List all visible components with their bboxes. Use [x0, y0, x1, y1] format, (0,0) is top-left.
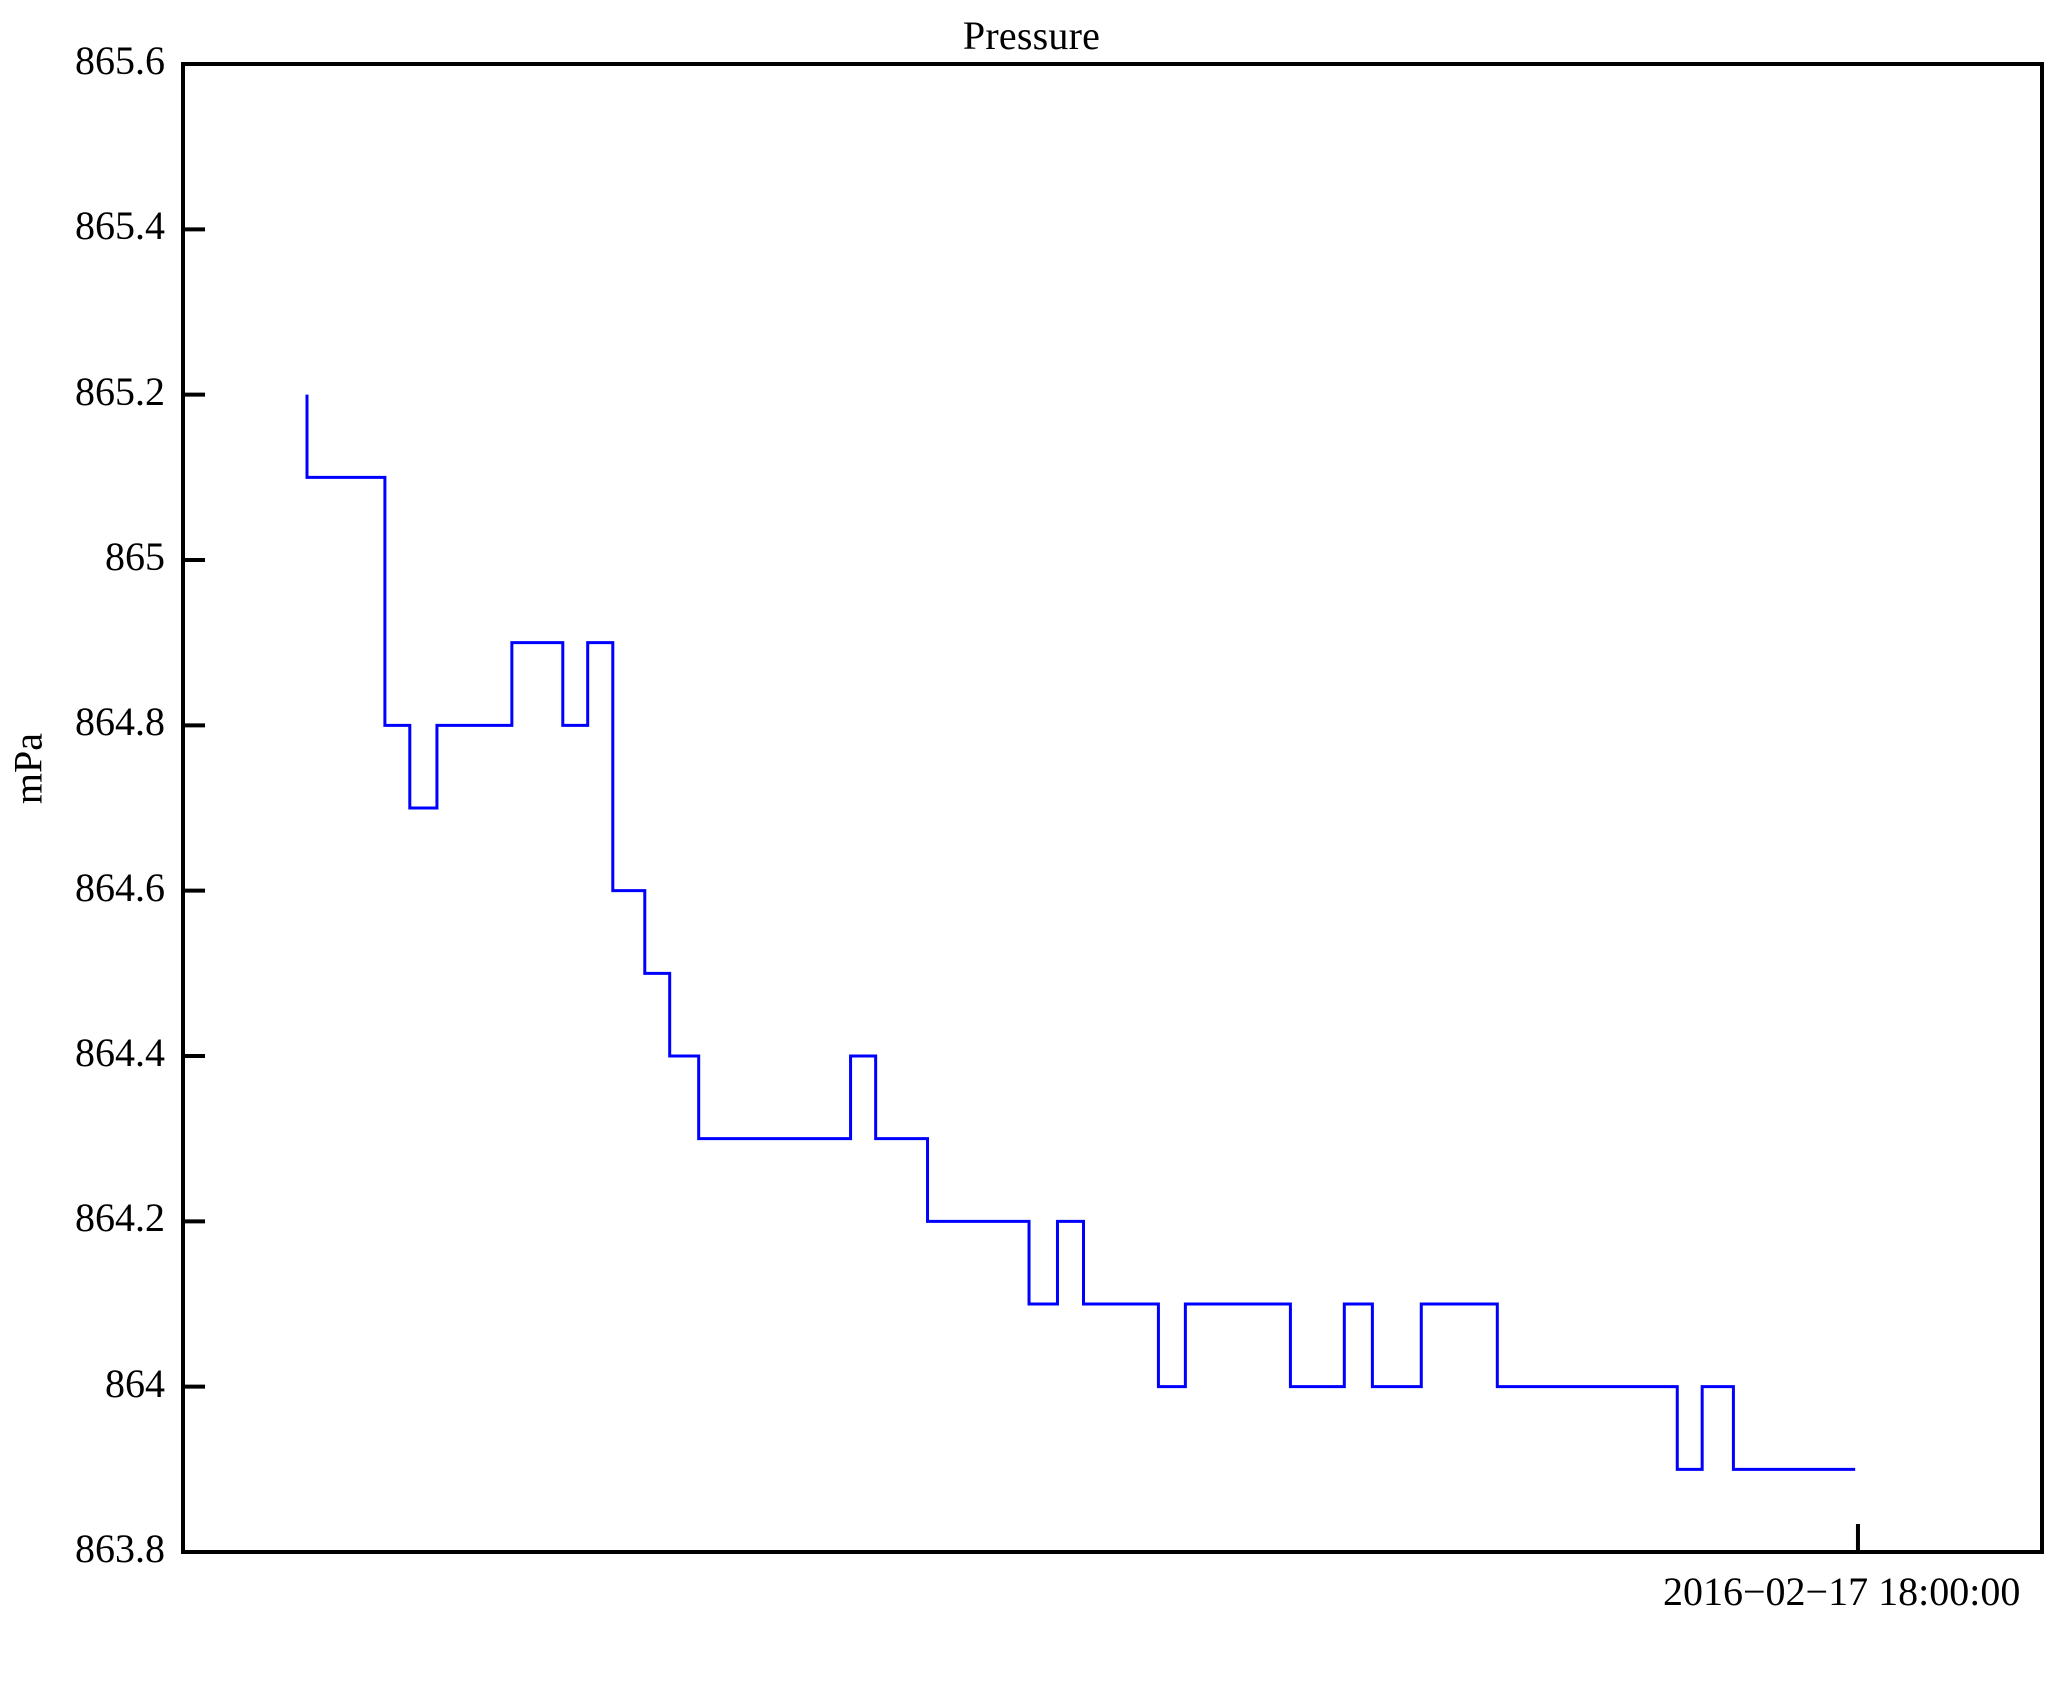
y-tick-label: 865.6 — [75, 38, 165, 83]
y-tick-label: 864.2 — [75, 1195, 165, 1241]
y-tick-label: 864.6 — [75, 864, 165, 910]
y-tick-label: 864 — [105, 1360, 165, 1406]
axes-border — [181, 62, 2044, 1554]
x-axis-tick-label: 2016−02−17 18:00:00 — [1663, 1569, 2021, 1614]
y-tick-label: 865 — [105, 534, 165, 579]
pressure-data-series — [305, 394, 1856, 1471]
y-tick-label: 865.2 — [75, 368, 165, 414]
y-tick-label: 864.4 — [75, 1030, 165, 1075]
y-tick-label: 865.4 — [75, 203, 165, 249]
y-axis-ticks — [183, 227, 205, 1389]
y-tick-label: 864.8 — [75, 699, 165, 745]
pressure-line — [305, 394, 1856, 1471]
axes-frame — [181, 62, 2044, 1554]
chart-title: Pressure — [962, 13, 1101, 58]
y-tick-label: 863.8 — [75, 1526, 165, 1571]
